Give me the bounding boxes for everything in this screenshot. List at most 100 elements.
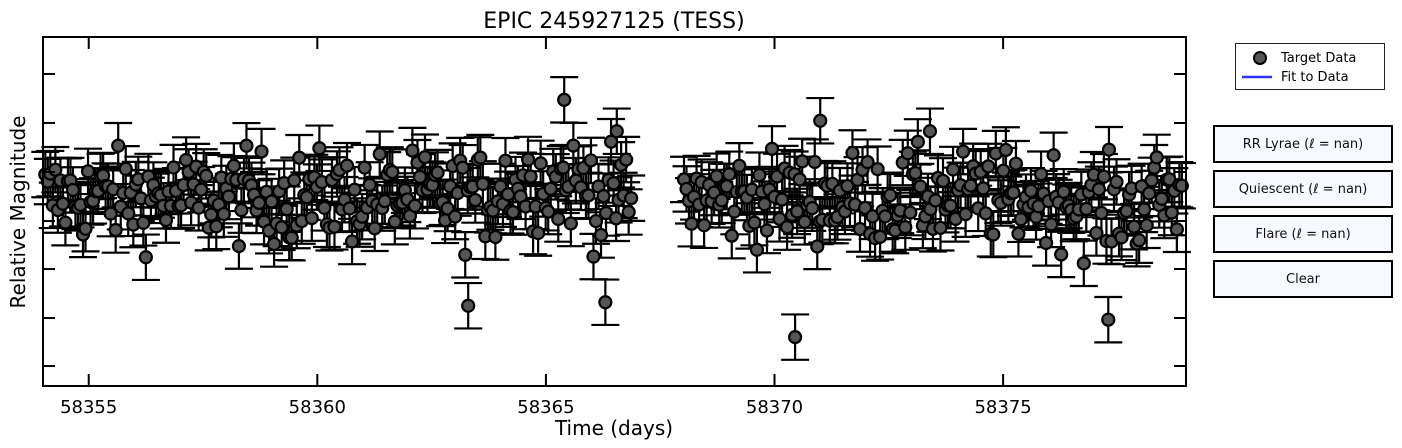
data-point bbox=[251, 195, 267, 211]
x-tick-label: 58365 bbox=[517, 397, 574, 418]
data-point bbox=[430, 165, 445, 180]
data-point bbox=[254, 144, 269, 159]
data-point bbox=[448, 209, 463, 224]
flare-button[interactable]: Flare (ℓ = nan) bbox=[1213, 215, 1393, 253]
data-point bbox=[498, 153, 513, 168]
data-point bbox=[566, 138, 581, 153]
y-axis-label: Relative Magnitude bbox=[6, 116, 30, 309]
data-point bbox=[1008, 156, 1024, 171]
data-point bbox=[619, 152, 634, 167]
data-point bbox=[609, 211, 624, 226]
legend-label-target: Target Data bbox=[1281, 50, 1357, 66]
x-tick-label: 58360 bbox=[289, 397, 346, 418]
data-point bbox=[910, 134, 925, 149]
data-point bbox=[274, 220, 289, 235]
data-point bbox=[958, 207, 973, 222]
data-point bbox=[264, 194, 279, 209]
data-point bbox=[998, 142, 1013, 158]
data-point bbox=[981, 159, 996, 174]
data-point bbox=[221, 189, 236, 204]
data-point bbox=[943, 198, 958, 213]
data-point bbox=[405, 143, 420, 158]
data-point bbox=[1149, 150, 1164, 165]
rr-lyrae-button[interactable]: RR Lyrae (ℓ = nan) bbox=[1213, 125, 1393, 163]
data-point bbox=[556, 160, 571, 175]
data-point bbox=[136, 215, 151, 231]
legend-label-fit: Fit to Data bbox=[1281, 69, 1349, 85]
data-point bbox=[603, 134, 619, 149]
data-point bbox=[996, 163, 1011, 178]
data-point bbox=[1164, 205, 1179, 220]
x-tick-label: 58370 bbox=[746, 397, 803, 418]
data-point bbox=[292, 150, 307, 165]
data-point bbox=[239, 138, 254, 153]
data-point bbox=[963, 178, 978, 193]
data-point bbox=[913, 179, 928, 194]
data-point bbox=[1139, 218, 1154, 233]
data-point bbox=[473, 150, 488, 165]
data-point bbox=[1046, 148, 1061, 163]
data-point bbox=[531, 225, 546, 241]
data-point bbox=[1091, 182, 1107, 197]
data-point bbox=[55, 196, 70, 211]
data-point bbox=[1119, 203, 1134, 219]
data-point bbox=[714, 193, 729, 208]
data-point bbox=[624, 191, 639, 206]
data-point bbox=[684, 216, 699, 231]
data-point bbox=[543, 181, 558, 196]
data-point bbox=[986, 227, 1001, 242]
data-point bbox=[1101, 142, 1117, 157]
data-point bbox=[759, 223, 775, 238]
data-point bbox=[138, 250, 153, 265]
data-point bbox=[976, 181, 991, 196]
chart-legend: Target Data Fit to Data bbox=[1235, 43, 1385, 90]
data-point bbox=[787, 330, 803, 345]
data-point bbox=[900, 146, 915, 161]
data-point bbox=[1114, 230, 1129, 245]
data-point bbox=[304, 211, 319, 226]
quiescent-button[interactable]: Quiescent (ℓ = nan) bbox=[1213, 170, 1393, 208]
data-point bbox=[795, 154, 810, 169]
data-point bbox=[922, 124, 938, 139]
data-point bbox=[873, 229, 888, 244]
data-point bbox=[1144, 173, 1159, 188]
data-point bbox=[933, 220, 948, 235]
data-point bbox=[199, 168, 214, 183]
line-icon bbox=[1242, 75, 1272, 79]
data-point bbox=[468, 192, 483, 208]
data-point bbox=[541, 204, 556, 219]
data-point bbox=[724, 228, 739, 243]
clear-button[interactable]: Clear bbox=[1213, 260, 1393, 298]
data-point bbox=[412, 169, 428, 184]
data-point bbox=[385, 164, 400, 180]
data-point bbox=[108, 222, 123, 238]
data-point bbox=[533, 156, 548, 171]
data-point bbox=[935, 173, 951, 188]
data-point bbox=[581, 188, 596, 203]
light-curve-plot: EPIC 245927125 (TESS) 58355 58360 58365 583… bbox=[6, 9, 1196, 440]
data-point bbox=[1076, 256, 1091, 271]
data-point bbox=[779, 220, 795, 235]
data-point bbox=[774, 192, 790, 207]
data-point bbox=[1079, 201, 1094, 216]
data-point bbox=[234, 203, 249, 218]
data-point bbox=[1054, 247, 1069, 262]
data-point bbox=[377, 194, 392, 209]
data-point bbox=[387, 214, 402, 229]
data-point bbox=[1132, 233, 1147, 248]
data-point bbox=[1137, 202, 1152, 217]
data-point bbox=[1174, 178, 1189, 193]
marker-icon bbox=[1253, 51, 1267, 65]
data-point bbox=[956, 144, 971, 159]
data-point bbox=[557, 92, 572, 107]
data-point bbox=[609, 124, 624, 139]
data-point bbox=[1127, 219, 1142, 234]
data-point bbox=[598, 295, 613, 310]
data-point bbox=[845, 145, 860, 161]
data-point bbox=[231, 238, 247, 254]
data-point bbox=[810, 239, 825, 254]
data-point bbox=[1013, 212, 1029, 227]
data-point bbox=[790, 204, 805, 219]
data-point bbox=[65, 182, 81, 198]
data-point bbox=[1096, 169, 1112, 184]
